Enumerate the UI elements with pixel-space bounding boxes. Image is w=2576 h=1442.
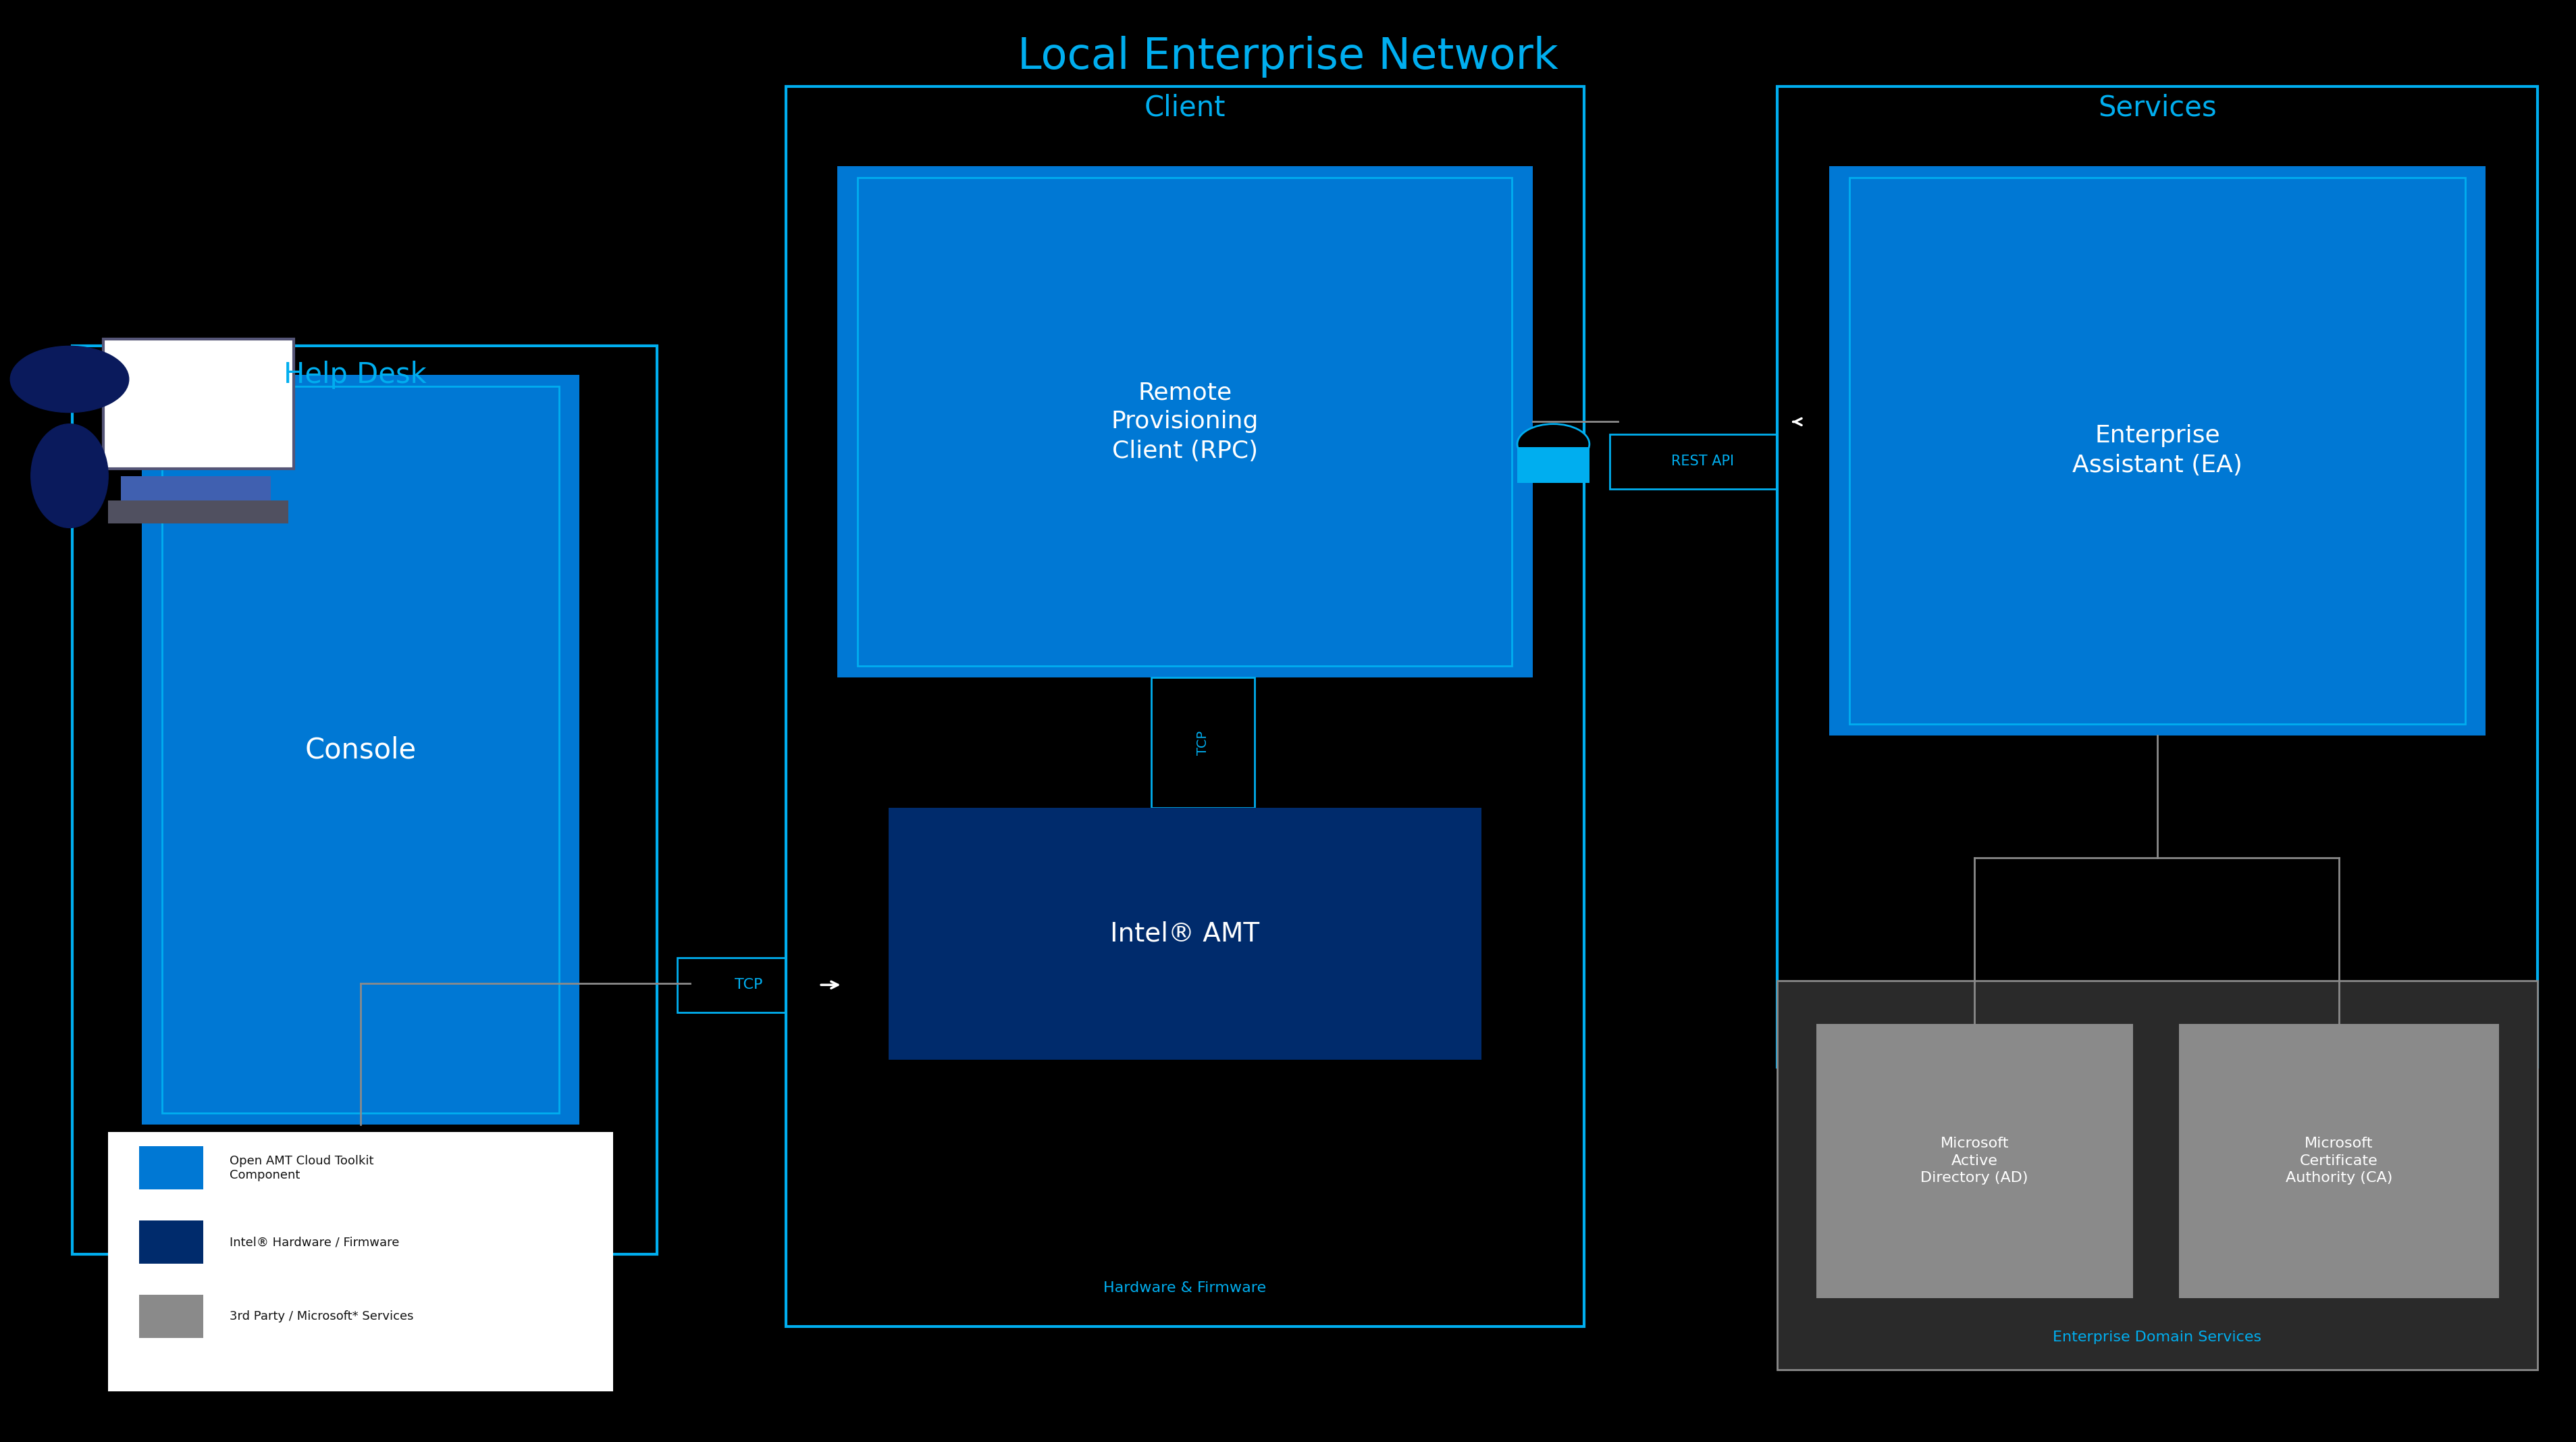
FancyBboxPatch shape [121,476,270,500]
FancyBboxPatch shape [139,1220,204,1263]
Text: TCP: TCP [734,978,762,992]
FancyBboxPatch shape [1610,434,1795,489]
Ellipse shape [31,424,108,528]
Text: Microsoft
Active
Directory (AD): Microsoft Active Directory (AD) [1922,1136,2027,1185]
FancyBboxPatch shape [72,346,657,1255]
FancyBboxPatch shape [103,339,294,469]
Text: Services: Services [2097,94,2218,123]
FancyBboxPatch shape [162,386,559,1113]
FancyBboxPatch shape [858,177,1512,666]
Text: TCP: TCP [1198,731,1208,754]
Text: Open AMT Cloud Toolkit
Component: Open AMT Cloud Toolkit Component [229,1155,374,1181]
Text: 3rd Party / Microsoft* Services: 3rd Party / Microsoft* Services [229,1311,412,1322]
Text: Enterprise Domain Services: Enterprise Domain Services [2053,1331,2262,1344]
FancyBboxPatch shape [139,1146,204,1190]
FancyBboxPatch shape [1777,87,2537,1067]
FancyBboxPatch shape [2179,1024,2499,1298]
Text: Help Desk: Help Desk [283,360,428,389]
FancyBboxPatch shape [142,375,580,1125]
FancyBboxPatch shape [889,808,1481,1060]
FancyBboxPatch shape [1777,981,2537,1370]
Text: Local Enterprise Network: Local Enterprise Network [1018,36,1558,78]
Text: Intel® AMT: Intel® AMT [1110,921,1260,946]
FancyBboxPatch shape [1816,1024,2133,1298]
Circle shape [1517,424,1589,464]
Text: Microsoft
Certificate
Authority (CA): Microsoft Certificate Authority (CA) [2285,1136,2393,1185]
FancyBboxPatch shape [677,957,819,1012]
FancyBboxPatch shape [1829,166,2486,735]
FancyBboxPatch shape [108,1132,613,1392]
FancyBboxPatch shape [837,166,1533,678]
FancyBboxPatch shape [786,87,1584,1327]
Text: Intel® Hardware / Firmware: Intel® Hardware / Firmware [229,1236,399,1249]
Text: REST API: REST API [1672,454,1734,469]
Text: Enterprise
Assistant (EA): Enterprise Assistant (EA) [2071,424,2244,477]
Text: Console: Console [304,735,417,764]
FancyBboxPatch shape [108,500,289,523]
FancyBboxPatch shape [1517,447,1589,483]
FancyBboxPatch shape [1850,177,2465,724]
Circle shape [10,346,129,412]
FancyBboxPatch shape [1151,678,1255,808]
Text: Hardware & Firmware: Hardware & Firmware [1103,1282,1267,1295]
Text: Remote
Provisioning
Client (RPC): Remote Provisioning Client (RPC) [1110,381,1260,463]
FancyBboxPatch shape [139,1295,204,1338]
Text: Client: Client [1144,94,1226,123]
